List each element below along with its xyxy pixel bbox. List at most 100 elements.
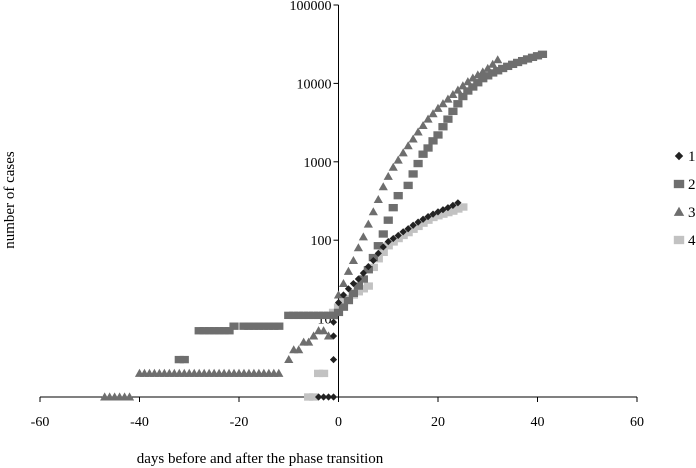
data-point (274, 368, 284, 377)
data-point (398, 231, 408, 240)
data-point (433, 212, 443, 220)
data-point (378, 248, 388, 257)
data-point (423, 144, 433, 152)
data-point (408, 170, 418, 178)
data-point (383, 171, 393, 180)
data-point (304, 393, 314, 401)
data-point (468, 73, 478, 82)
data-point (339, 291, 348, 299)
data-point (338, 298, 349, 307)
data-point (348, 289, 359, 298)
data-point (403, 181, 413, 190)
data-point (383, 216, 393, 224)
data-point (532, 52, 543, 60)
data-point (353, 288, 363, 296)
data-point (328, 311, 339, 320)
data-point (393, 191, 403, 200)
data-point (343, 266, 354, 275)
data-point (314, 369, 324, 378)
data-point (329, 318, 338, 326)
data-point (493, 55, 503, 64)
data-point (319, 393, 328, 401)
data-point (329, 332, 338, 340)
data-point (473, 79, 483, 87)
data-point (344, 285, 353, 293)
data-point (269, 322, 279, 330)
data-point (453, 85, 463, 94)
data-point (403, 228, 413, 237)
data-point (294, 345, 304, 354)
data-point (353, 243, 363, 252)
data-point (373, 255, 383, 263)
data-point (329, 355, 338, 364)
data-point (299, 311, 309, 320)
data-point (414, 218, 422, 226)
data-point (388, 162, 398, 171)
data-point (219, 327, 229, 335)
x-tick-label: 0 (335, 415, 342, 430)
data-point (338, 278, 349, 287)
data-point (124, 392, 135, 401)
data-point (439, 206, 447, 214)
data-point (224, 327, 234, 335)
data-point (458, 203, 468, 211)
data-point (513, 58, 523, 67)
data-point (324, 393, 333, 401)
data-point (259, 322, 269, 330)
data-point (483, 63, 493, 72)
data-point (304, 337, 314, 346)
data-point (309, 331, 319, 340)
data-point (428, 137, 438, 145)
data-point (209, 327, 219, 335)
legend-marker (673, 179, 685, 189)
data-point (478, 67, 488, 76)
data-point (419, 215, 427, 223)
data-point (379, 243, 387, 251)
data-point (374, 249, 382, 257)
data-point (323, 311, 334, 320)
data-point (354, 275, 362, 283)
x-tick-label: 40 (531, 415, 545, 430)
data-point (413, 222, 423, 231)
data-point (204, 327, 214, 335)
series-1 (315, 199, 462, 401)
data-point (214, 327, 224, 335)
data-point (413, 159, 423, 168)
data-point (413, 127, 423, 136)
data-point (333, 303, 344, 311)
data-point (309, 311, 319, 320)
data-point (314, 311, 324, 320)
data-point (333, 290, 344, 299)
data-point (527, 53, 538, 62)
data-point (358, 275, 368, 283)
legend-marker (674, 151, 684, 161)
data-point (284, 354, 294, 364)
data-point (488, 59, 498, 68)
data-point (418, 219, 428, 227)
x-tick-label: 60 (630, 415, 644, 430)
data-point (473, 70, 483, 79)
data-point (508, 60, 518, 69)
data-point (294, 311, 304, 320)
data-point (199, 327, 209, 335)
data-point (463, 87, 473, 95)
y-tick-label: 10000 (297, 77, 332, 92)
data-point (448, 107, 458, 116)
data-point (433, 103, 443, 112)
data-point (453, 100, 463, 108)
data-point (478, 74, 488, 83)
plot-area (100, 50, 548, 401)
data-point (333, 308, 344, 317)
data-point (359, 269, 367, 277)
x-tick-label: -20 (230, 415, 249, 430)
series-3 (100, 55, 503, 401)
x-tick-label: 20 (431, 415, 445, 430)
y-tick-label: 100000 (290, 0, 332, 14)
data-point (537, 50, 548, 58)
data-point (304, 311, 314, 320)
data-point (309, 393, 319, 401)
data-point (424, 212, 432, 221)
data-point (398, 148, 408, 157)
legend-marker (673, 235, 685, 245)
